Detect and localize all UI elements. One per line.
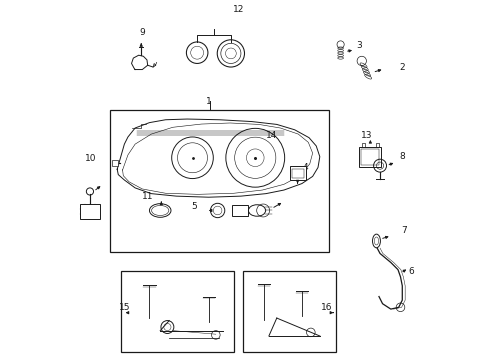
- Text: 3: 3: [356, 41, 362, 50]
- Bar: [80, 204, 100, 220]
- Text: 5: 5: [191, 202, 197, 211]
- Text: 10: 10: [84, 154, 96, 163]
- Text: 11: 11: [142, 192, 153, 201]
- Bar: [110, 110, 328, 252]
- Bar: [361, 149, 379, 165]
- Text: 14: 14: [265, 131, 277, 140]
- Bar: [289, 166, 305, 180]
- Text: 8: 8: [399, 152, 405, 161]
- Text: 1: 1: [205, 96, 211, 105]
- Text: 9: 9: [139, 28, 145, 37]
- Bar: [242, 271, 335, 352]
- Bar: [359, 147, 381, 167]
- Text: 2: 2: [399, 63, 404, 72]
- Text: 4: 4: [302, 163, 307, 172]
- Text: 13: 13: [360, 131, 371, 140]
- Text: 15: 15: [119, 303, 130, 312]
- Bar: [121, 271, 233, 352]
- Text: 7: 7: [400, 226, 406, 235]
- Text: 16: 16: [321, 303, 332, 312]
- Text: 12: 12: [233, 5, 244, 14]
- Bar: [291, 168, 303, 178]
- Bar: [231, 205, 247, 216]
- Bar: [112, 160, 118, 166]
- Text: 6: 6: [407, 267, 413, 276]
